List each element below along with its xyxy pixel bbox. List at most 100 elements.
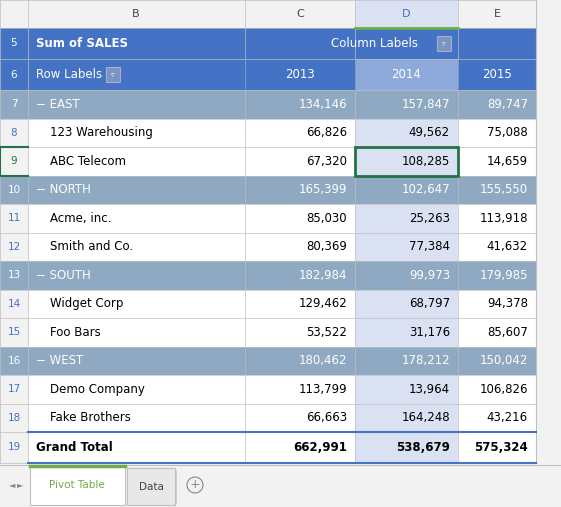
Text: 5: 5 bbox=[11, 39, 17, 49]
Text: B: B bbox=[132, 9, 140, 19]
Bar bbox=[458, 289, 536, 318]
Circle shape bbox=[187, 477, 203, 493]
Bar bbox=[458, 59, 536, 90]
Bar bbox=[536, 318, 561, 346]
Bar bbox=[536, 147, 561, 175]
Bar bbox=[536, 233, 561, 261]
Bar bbox=[355, 261, 458, 289]
Text: 182,984: 182,984 bbox=[298, 269, 347, 282]
Bar bbox=[28, 28, 536, 59]
Bar bbox=[458, 233, 536, 261]
Text: 94,378: 94,378 bbox=[487, 297, 528, 310]
Text: 2015: 2015 bbox=[482, 68, 512, 81]
Bar bbox=[458, 318, 536, 346]
Text: 11: 11 bbox=[7, 213, 21, 223]
Text: 123 Warehousing: 123 Warehousing bbox=[50, 126, 153, 139]
Bar bbox=[28, 318, 245, 346]
Text: 75,088: 75,088 bbox=[488, 126, 528, 139]
Bar bbox=[355, 119, 458, 147]
Bar bbox=[458, 375, 536, 404]
Bar bbox=[245, 432, 355, 463]
Text: 165,399: 165,399 bbox=[298, 183, 347, 196]
Bar bbox=[458, 175, 536, 204]
Bar bbox=[245, 90, 355, 119]
Bar bbox=[458, 261, 536, 289]
Bar bbox=[28, 147, 245, 175]
Text: 85,030: 85,030 bbox=[306, 212, 347, 225]
Text: 49,562: 49,562 bbox=[409, 126, 450, 139]
Text: 13,964: 13,964 bbox=[409, 383, 450, 396]
Bar bbox=[355, 375, 458, 404]
Text: 6: 6 bbox=[11, 69, 17, 80]
Bar bbox=[28, 375, 245, 404]
Text: 155,550: 155,550 bbox=[480, 183, 528, 196]
Text: E: E bbox=[494, 9, 500, 19]
Bar bbox=[0, 318, 28, 346]
Bar bbox=[355, 318, 458, 346]
Text: 150,042: 150,042 bbox=[480, 354, 528, 367]
Text: ▿: ▿ bbox=[442, 41, 446, 47]
Bar bbox=[28, 404, 245, 432]
Text: Foo Bars: Foo Bars bbox=[50, 326, 101, 339]
Text: +: + bbox=[190, 479, 200, 491]
Text: Pivot Table: Pivot Table bbox=[49, 481, 105, 490]
Text: 129,462: 129,462 bbox=[298, 297, 347, 310]
Bar bbox=[536, 119, 561, 147]
Text: − WEST: − WEST bbox=[36, 354, 83, 367]
Bar bbox=[0, 0, 28, 28]
Text: 106,826: 106,826 bbox=[480, 383, 528, 396]
Bar bbox=[536, 289, 561, 318]
Bar bbox=[458, 204, 536, 233]
Text: Grand Total: Grand Total bbox=[36, 441, 113, 454]
Text: 113,918: 113,918 bbox=[480, 212, 528, 225]
Bar bbox=[28, 346, 245, 375]
Bar bbox=[28, 90, 245, 119]
Text: 7: 7 bbox=[11, 99, 17, 109]
Bar bbox=[458, 0, 536, 28]
Bar bbox=[355, 233, 458, 261]
Bar bbox=[28, 204, 245, 233]
Bar bbox=[0, 404, 28, 432]
Bar bbox=[536, 90, 561, 119]
Bar bbox=[28, 0, 245, 28]
Bar bbox=[536, 404, 561, 432]
Bar bbox=[106, 67, 120, 82]
Text: 575,324: 575,324 bbox=[474, 441, 528, 454]
Bar bbox=[245, 404, 355, 432]
Text: 85,607: 85,607 bbox=[487, 326, 528, 339]
Text: 17: 17 bbox=[7, 384, 21, 394]
Text: 43,216: 43,216 bbox=[487, 411, 528, 424]
Text: 113,799: 113,799 bbox=[298, 383, 347, 396]
Text: 31,176: 31,176 bbox=[409, 326, 450, 339]
Text: 12: 12 bbox=[7, 242, 21, 252]
Text: Acme, inc.: Acme, inc. bbox=[50, 212, 112, 225]
Bar bbox=[458, 346, 536, 375]
Bar bbox=[536, 204, 561, 233]
Bar bbox=[28, 119, 245, 147]
Text: 25,263: 25,263 bbox=[409, 212, 450, 225]
Bar bbox=[437, 36, 451, 51]
Text: 66,663: 66,663 bbox=[306, 411, 347, 424]
Text: 134,146: 134,146 bbox=[298, 98, 347, 111]
Text: 164,248: 164,248 bbox=[401, 411, 450, 424]
Text: 89,747: 89,747 bbox=[487, 98, 528, 111]
Bar bbox=[28, 261, 245, 289]
Bar bbox=[245, 346, 355, 375]
Bar bbox=[536, 175, 561, 204]
Text: 80,369: 80,369 bbox=[306, 240, 347, 254]
Bar bbox=[355, 147, 458, 175]
Text: ABC Telecom: ABC Telecom bbox=[50, 155, 126, 168]
Text: 179,985: 179,985 bbox=[480, 269, 528, 282]
Text: 67,320: 67,320 bbox=[306, 155, 347, 168]
Text: 16: 16 bbox=[7, 356, 21, 366]
Bar bbox=[355, 204, 458, 233]
Bar bbox=[458, 432, 536, 463]
Bar bbox=[355, 59, 458, 90]
Bar bbox=[28, 233, 245, 261]
Text: 538,679: 538,679 bbox=[396, 441, 450, 454]
Bar bbox=[458, 119, 536, 147]
Text: − EAST: − EAST bbox=[36, 98, 80, 111]
Bar bbox=[355, 147, 458, 175]
Bar bbox=[0, 28, 28, 59]
Bar bbox=[245, 318, 355, 346]
